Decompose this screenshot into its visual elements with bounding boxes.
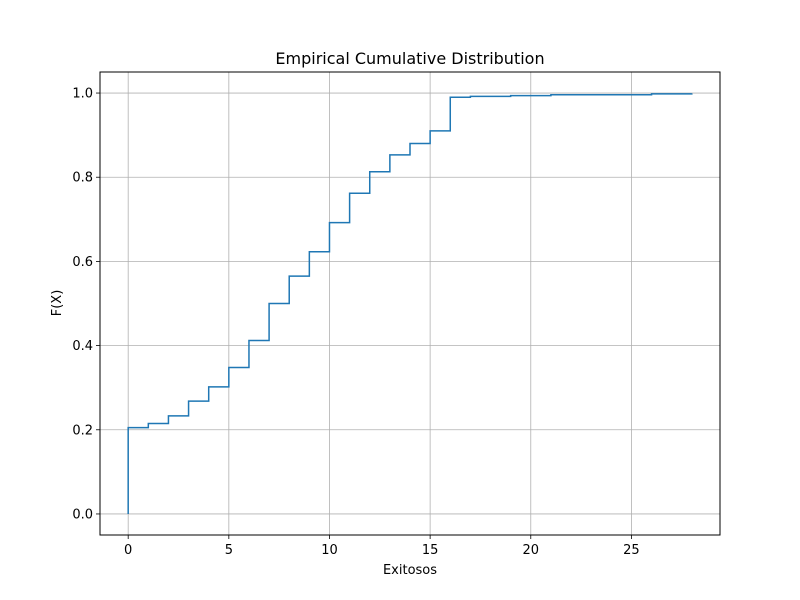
chart-title: Empirical Cumulative Distribution — [275, 49, 544, 68]
x-tick-label: 10 — [321, 543, 338, 558]
y-tick-label: 0.8 — [72, 171, 93, 186]
grid — [100, 72, 720, 535]
y-tick-label: 1.0 — [72, 87, 93, 102]
y-tick-label: 0.6 — [72, 255, 93, 270]
series-group — [127, 93, 693, 514]
x-tick-label: 20 — [523, 543, 540, 558]
x-tick-label: 15 — [422, 543, 439, 558]
x-tick-label: 0 — [124, 543, 132, 558]
x-axis-label: Exitosos — [383, 563, 437, 578]
x-tick-label: 5 — [225, 543, 233, 558]
x-tick-label: 25 — [623, 543, 640, 558]
plot-frame — [99, 71, 721, 536]
y-axis-label: F(X) — [50, 290, 65, 317]
ecdf-step-line — [127, 93, 693, 514]
y-tick-label: 0.4 — [72, 339, 93, 354]
y-tick-label: 0.0 — [72, 507, 93, 522]
y-tick-label: 0.2 — [72, 423, 93, 438]
ticks: 0 5 10 15 20 25 0.0 0.2 0.4 0.6 0.8 1.0 — [72, 87, 639, 558]
